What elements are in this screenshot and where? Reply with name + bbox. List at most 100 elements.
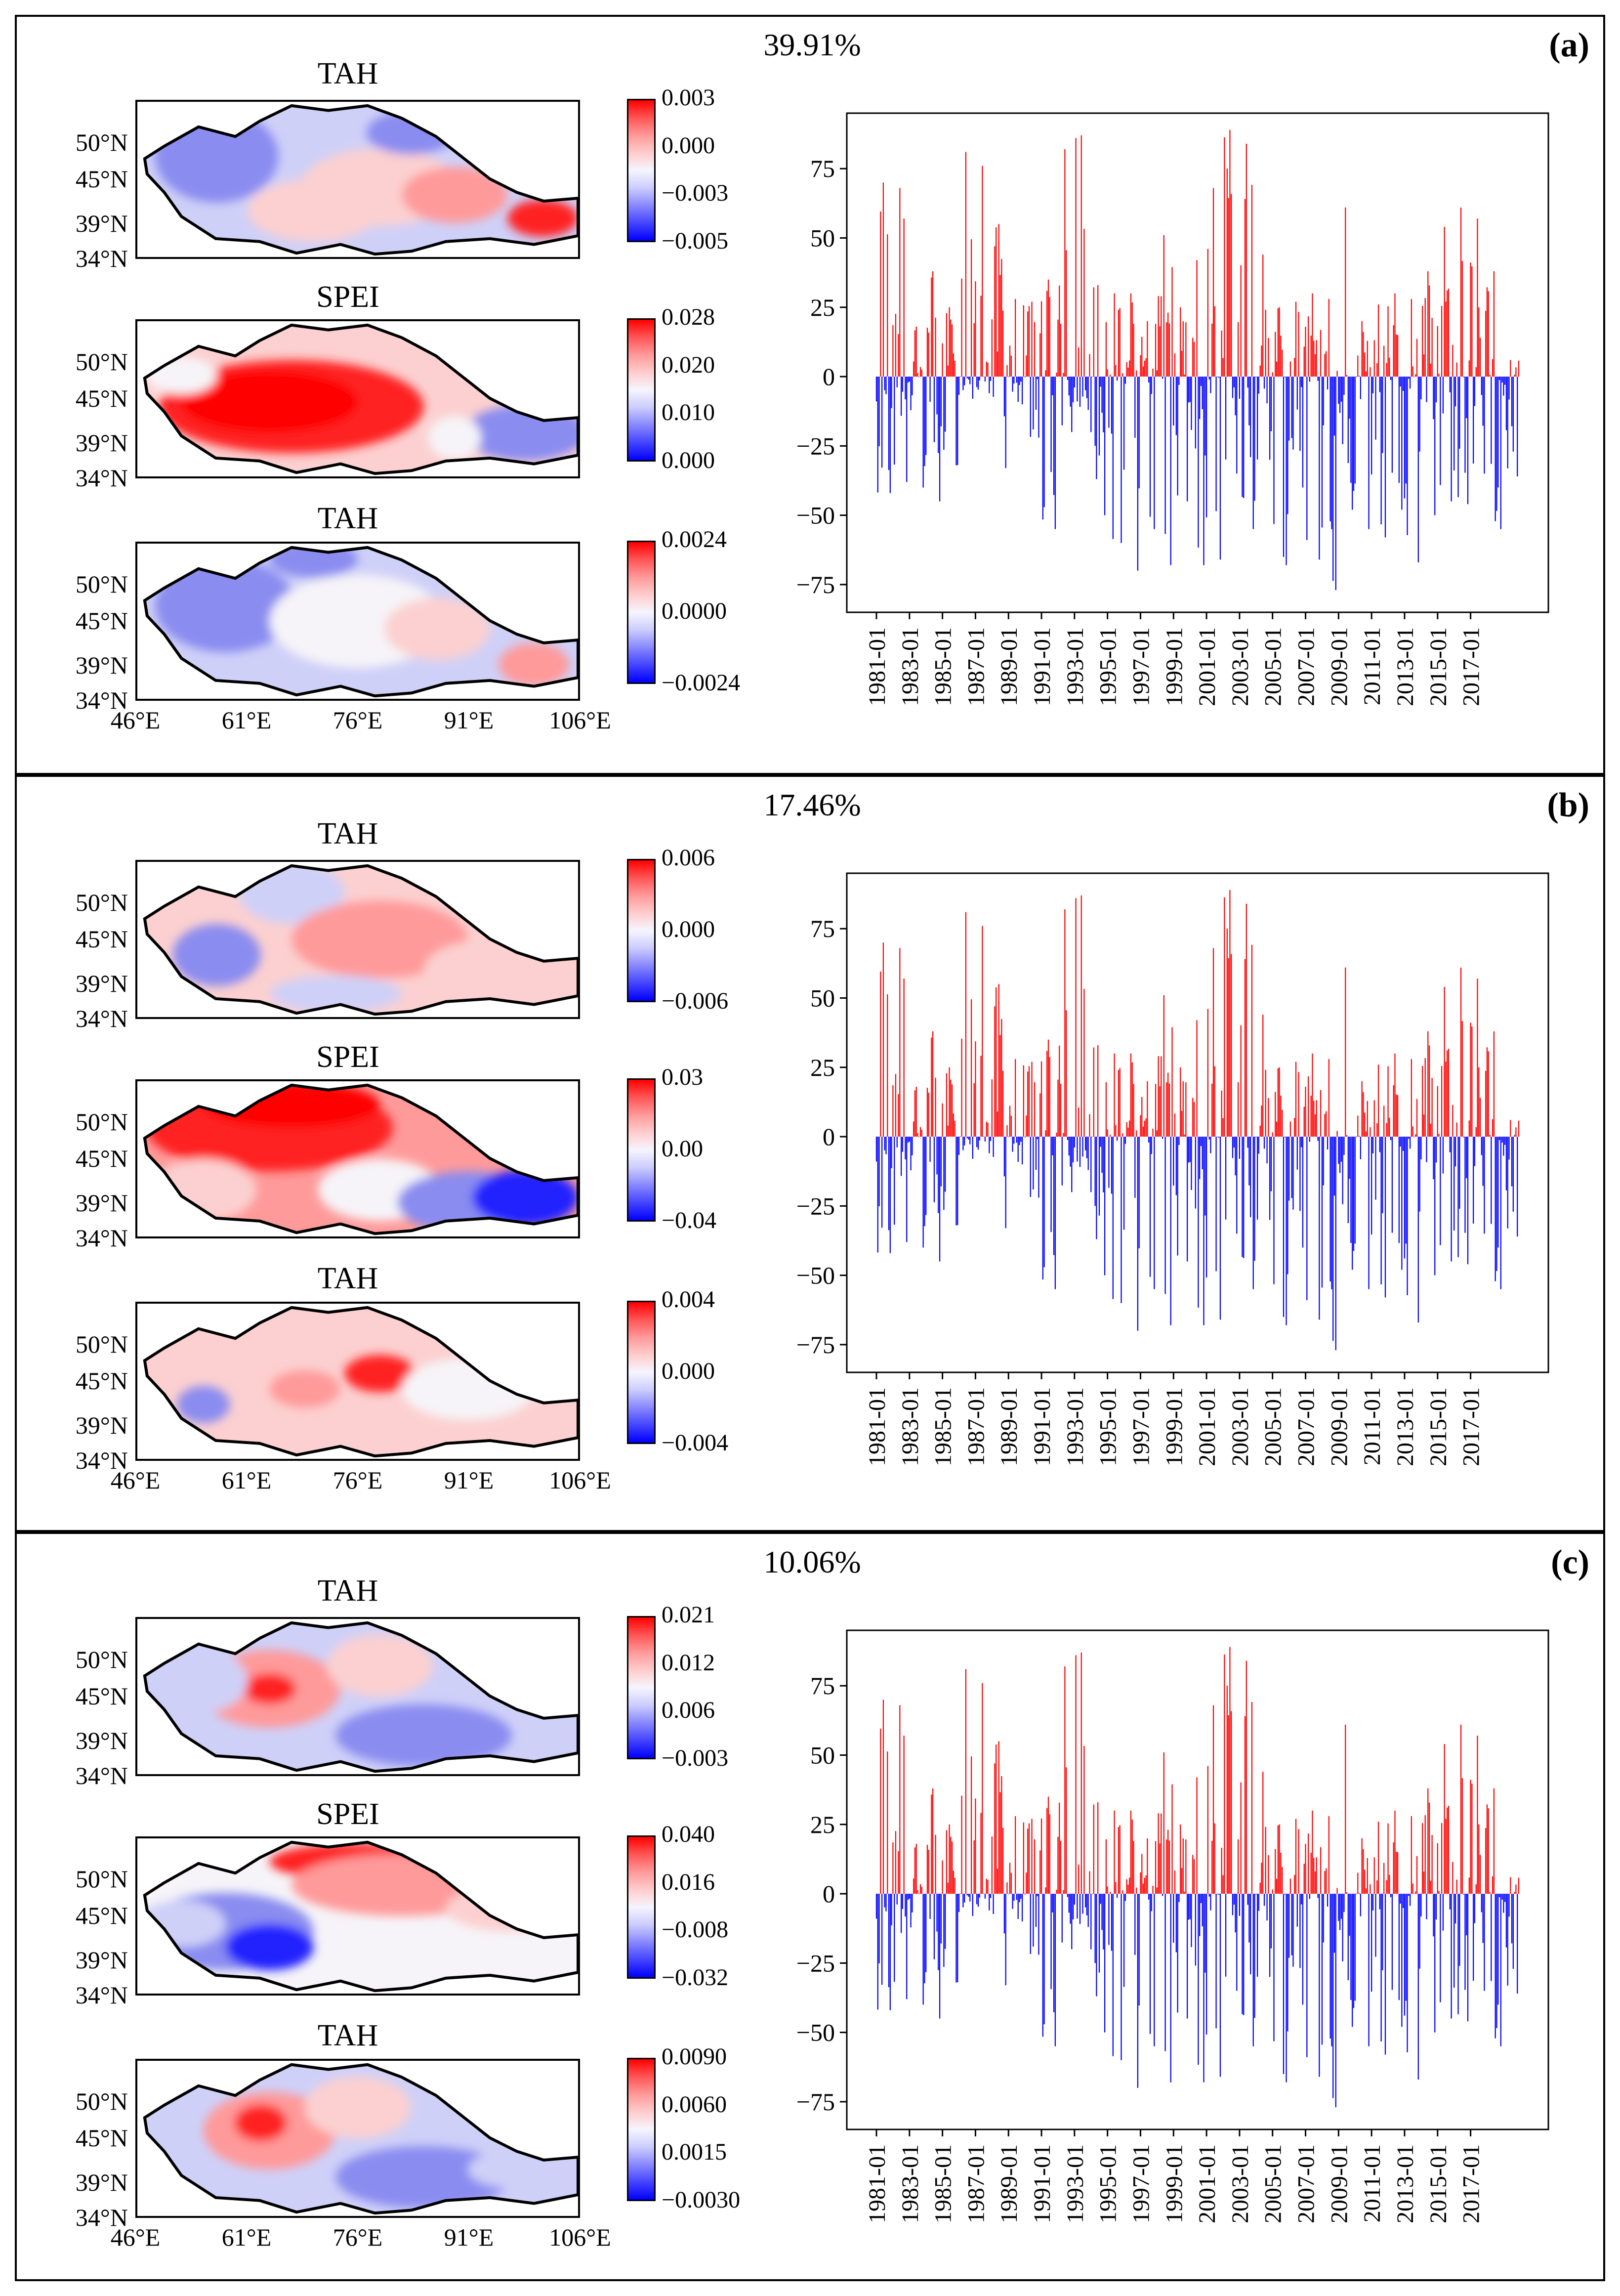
data-bar bbox=[989, 1894, 990, 1911]
data-bar bbox=[1511, 1137, 1513, 1187]
data-bar bbox=[939, 1137, 941, 1262]
data-bar bbox=[912, 1894, 913, 1913]
data-bar bbox=[1181, 350, 1183, 377]
data-bar bbox=[1430, 1123, 1431, 1137]
data-bar bbox=[1451, 377, 1452, 502]
data-bar bbox=[975, 1798, 976, 1894]
data-bar bbox=[1263, 1894, 1265, 1906]
data-bar bbox=[1310, 1096, 1312, 1137]
data-bar bbox=[1295, 1819, 1297, 1894]
colorbar-tick: 0.000 bbox=[662, 916, 715, 942]
data-bar bbox=[907, 377, 909, 383]
data-bar bbox=[1339, 1894, 1341, 1930]
data-bar bbox=[877, 377, 878, 493]
data-bar bbox=[1508, 377, 1510, 400]
x-tick-label: 1985-01 bbox=[930, 1387, 956, 1466]
data-bar bbox=[1060, 1084, 1062, 1137]
data-bar bbox=[965, 912, 967, 1137]
data-bar bbox=[968, 377, 969, 380]
data-bar bbox=[1057, 1836, 1059, 1894]
data-bar bbox=[1389, 1117, 1390, 1137]
data-bar bbox=[1500, 1137, 1501, 1289]
data-bar bbox=[909, 1894, 910, 1899]
data-bar bbox=[1478, 1067, 1480, 1137]
data-bar bbox=[1130, 1810, 1132, 1894]
data-bar bbox=[1178, 1137, 1180, 1145]
data-bar bbox=[1306, 1137, 1308, 1300]
data-bar bbox=[1242, 1137, 1243, 1257]
data-bar bbox=[888, 377, 890, 470]
data-bar bbox=[1112, 1894, 1114, 2056]
data-bar bbox=[1303, 1864, 1305, 1894]
data-bar bbox=[957, 1894, 958, 1982]
data-bar bbox=[1484, 1894, 1485, 1991]
data-bar bbox=[1195, 1894, 1196, 1966]
data-bar bbox=[970, 1756, 972, 1894]
x-tick-label: 1991-01 bbox=[1029, 627, 1055, 706]
data-bar bbox=[1326, 1868, 1327, 1894]
data-bar bbox=[1405, 377, 1407, 484]
data-bar bbox=[1391, 377, 1393, 473]
data-bar bbox=[1504, 1894, 1506, 1902]
data-bar bbox=[1089, 1871, 1090, 1894]
data-bar bbox=[884, 377, 885, 390]
data-bar bbox=[935, 1077, 936, 1137]
colorbar-tick: 0.00 bbox=[662, 1136, 703, 1162]
lon-label: 91°E bbox=[444, 2223, 494, 2251]
map-b-tah bbox=[135, 860, 580, 1019]
data-bar bbox=[1319, 377, 1320, 560]
data-bar bbox=[1403, 377, 1404, 391]
data-bar bbox=[1259, 1125, 1261, 1137]
data-bar bbox=[1158, 296, 1159, 377]
data-bar bbox=[1163, 995, 1164, 1137]
data-bar bbox=[1211, 1840, 1213, 1894]
lat-label: 39°N bbox=[75, 2168, 128, 2197]
data-bar bbox=[1225, 1894, 1227, 1977]
data-bar bbox=[1250, 377, 1251, 457]
data-bar bbox=[1354, 1137, 1356, 1244]
data-bar bbox=[1219, 1137, 1221, 1320]
data-bar bbox=[1498, 377, 1500, 380]
data-bar bbox=[1155, 1841, 1157, 1894]
data-bar bbox=[931, 1037, 932, 1137]
data-bar bbox=[1187, 377, 1188, 502]
map-c-spei bbox=[135, 1836, 580, 1996]
data-bar bbox=[1263, 377, 1265, 389]
data-bar bbox=[1027, 1828, 1029, 1894]
data-bar bbox=[1452, 1105, 1454, 1137]
data-bar bbox=[1353, 377, 1355, 491]
data-bar bbox=[1463, 377, 1464, 378]
data-bar bbox=[1046, 291, 1048, 377]
data-bar bbox=[1475, 1884, 1477, 1894]
data-bar bbox=[1001, 1019, 1002, 1137]
data-bar bbox=[1218, 377, 1220, 378]
data-bar bbox=[1353, 1137, 1355, 1251]
data-bar bbox=[1205, 1894, 1207, 2035]
data-bar bbox=[1324, 1114, 1326, 1137]
data-bar bbox=[1376, 1123, 1378, 1137]
data-bar bbox=[1035, 377, 1037, 410]
data-bar bbox=[1370, 367, 1371, 377]
data-bar bbox=[1400, 377, 1401, 387]
map-contour-blob bbox=[172, 924, 261, 986]
map-field bbox=[143, 1840, 578, 1993]
data-bar bbox=[1023, 1822, 1024, 1894]
x-tick-label: 2009-01 bbox=[1326, 2144, 1352, 2223]
data-bar bbox=[949, 307, 950, 377]
data-bar bbox=[973, 323, 975, 377]
data-bar bbox=[1270, 377, 1272, 431]
data-bar bbox=[1489, 1135, 1491, 1137]
lon-label: 76°E bbox=[332, 2223, 383, 2251]
data-bar bbox=[1198, 1137, 1199, 1308]
data-bar bbox=[875, 377, 877, 402]
region-outline bbox=[143, 104, 578, 256]
data-bar bbox=[939, 1894, 941, 2019]
x-tick-label: 1989-01 bbox=[996, 627, 1022, 706]
data-bar bbox=[1066, 1767, 1067, 1894]
x-tick-label: 1987-01 bbox=[963, 627, 989, 706]
data-bar bbox=[982, 166, 983, 377]
data-bar bbox=[914, 330, 916, 377]
data-bar bbox=[1306, 1894, 1308, 2057]
data-bar bbox=[1080, 135, 1082, 377]
lon-label: 76°E bbox=[332, 706, 383, 734]
